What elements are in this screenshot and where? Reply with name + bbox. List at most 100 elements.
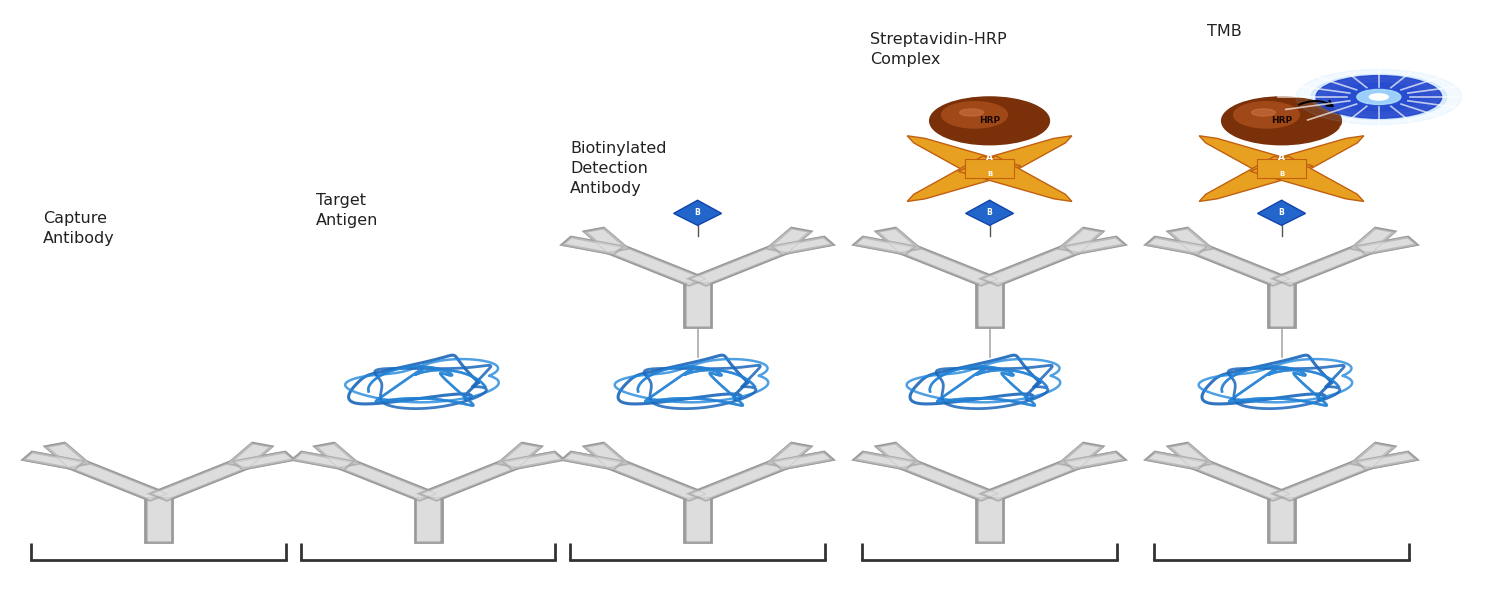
Polygon shape [1058,443,1104,467]
Polygon shape [503,452,564,469]
Text: Streptavidin-HRP
Complex: Streptavidin-HRP Complex [870,32,1006,67]
Polygon shape [1064,451,1125,470]
Ellipse shape [1296,70,1462,125]
Polygon shape [981,247,1077,286]
Polygon shape [1356,451,1418,470]
Polygon shape [1059,443,1102,467]
Polygon shape [688,247,786,286]
Polygon shape [1194,247,1290,286]
Polygon shape [1352,443,1395,467]
Polygon shape [766,443,812,467]
Polygon shape [1356,236,1418,255]
Circle shape [1221,97,1341,145]
Polygon shape [1146,451,1208,470]
Polygon shape [1269,282,1293,327]
Polygon shape [981,462,1077,500]
Polygon shape [496,443,543,467]
Polygon shape [976,282,1004,327]
Polygon shape [146,497,172,542]
Polygon shape [609,247,706,286]
Polygon shape [978,497,1002,542]
Polygon shape [981,462,1077,500]
Polygon shape [1146,452,1206,469]
Polygon shape [1198,136,1312,181]
Polygon shape [1257,200,1305,226]
FancyBboxPatch shape [966,159,1014,178]
Polygon shape [1274,247,1370,286]
Polygon shape [1065,452,1125,469]
Polygon shape [768,443,810,467]
Ellipse shape [960,109,984,116]
Polygon shape [340,462,436,500]
Polygon shape [45,443,90,467]
Text: Capture
Antibody: Capture Antibody [44,211,116,246]
Polygon shape [1168,228,1212,252]
Polygon shape [1274,247,1370,286]
Circle shape [930,97,1050,145]
Polygon shape [562,452,622,469]
Polygon shape [1350,443,1396,467]
Polygon shape [1146,237,1206,254]
Polygon shape [1274,462,1370,500]
Polygon shape [853,452,915,469]
Polygon shape [688,247,786,286]
Polygon shape [314,443,360,467]
Polygon shape [70,462,166,500]
Polygon shape [688,462,786,500]
Polygon shape [853,451,915,470]
Polygon shape [772,452,832,469]
Polygon shape [1064,236,1125,255]
Polygon shape [958,156,1072,202]
Polygon shape [150,462,246,500]
Polygon shape [908,156,1022,202]
Polygon shape [1356,452,1418,469]
Text: B: B [1280,170,1284,176]
Polygon shape [609,462,706,500]
Circle shape [1233,102,1299,128]
Text: Target
Antigen: Target Antigen [316,193,378,228]
Polygon shape [1194,462,1290,500]
Ellipse shape [1311,74,1446,119]
Polygon shape [232,451,294,470]
Polygon shape [1263,208,1299,223]
Polygon shape [978,282,1002,327]
Polygon shape [503,451,564,470]
Polygon shape [1268,497,1294,542]
Text: HRP: HRP [980,116,1000,125]
Polygon shape [1058,228,1104,253]
Text: A: A [1278,152,1286,161]
Polygon shape [562,237,622,254]
Polygon shape [1194,247,1290,286]
Polygon shape [1198,156,1312,202]
Polygon shape [876,443,921,467]
Polygon shape [902,462,998,500]
Polygon shape [902,462,998,500]
Polygon shape [1269,497,1293,542]
Text: B: B [987,208,993,217]
Polygon shape [22,452,84,469]
Ellipse shape [1358,89,1401,104]
Polygon shape [292,452,352,469]
Polygon shape [1065,237,1125,254]
Circle shape [942,102,1008,128]
Polygon shape [585,443,627,467]
Ellipse shape [1370,94,1389,100]
Polygon shape [609,247,706,286]
Polygon shape [340,462,436,500]
Polygon shape [498,443,542,467]
Polygon shape [680,208,716,223]
Polygon shape [766,228,812,253]
Text: Biotinylated
Detection
Antibody: Biotinylated Detection Antibody [570,142,668,196]
Polygon shape [1356,237,1418,254]
Polygon shape [853,236,915,255]
Polygon shape [420,462,516,500]
Polygon shape [1274,462,1370,500]
Polygon shape [876,443,920,467]
FancyBboxPatch shape [1257,159,1306,178]
Polygon shape [1167,228,1214,253]
Polygon shape [684,497,711,542]
Polygon shape [292,451,354,470]
Polygon shape [584,228,628,253]
Polygon shape [902,247,998,286]
Polygon shape [45,443,88,467]
